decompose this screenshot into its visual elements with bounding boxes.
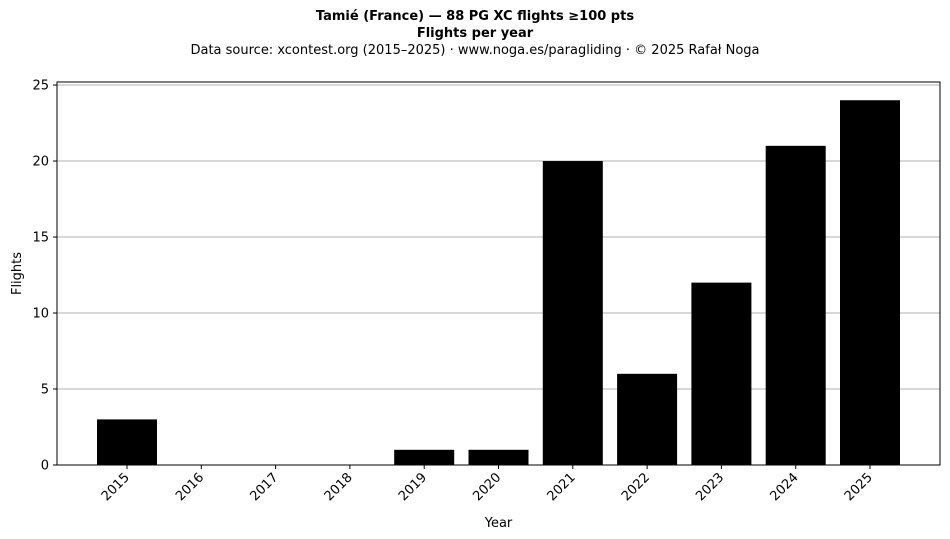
y-tick-label: 25	[32, 79, 49, 94]
x-tick-label: 2023	[693, 470, 727, 504]
chart-subtitle: Flights per year	[416, 26, 534, 41]
bar-2019	[394, 449, 455, 465]
y-axis: 0 5 10 15 20 25	[32, 79, 57, 474]
y-tick-label: 0	[41, 459, 49, 474]
x-tick-label: 2022	[619, 470, 653, 504]
bar-2024	[765, 145, 826, 466]
chart-titles: Tamié (France) — 88 PG XC flights ≥100 p…	[0, 8, 950, 60]
bar-2023	[691, 282, 752, 465]
bars	[97, 100, 900, 466]
chart-source: Data source: xcontest.org (2015–2025) · …	[190, 43, 760, 58]
y-tick-label: 15	[32, 231, 49, 246]
x-tick-label: 2019	[396, 470, 430, 504]
y-tick-label: 20	[32, 155, 49, 170]
x-tick-label: 2015	[99, 470, 133, 504]
x-tick-label: 2024	[768, 470, 802, 504]
bar-2025	[840, 100, 900, 465]
y-tick-label: 10	[32, 307, 49, 322]
x-axis: 2015 2016 2017 2018 2019 2020 2021 2022 2023 2024…	[99, 465, 876, 504]
y-tick-label: 5	[41, 383, 49, 398]
bar-2021	[542, 161, 603, 466]
x-tick-label: 2017	[247, 470, 281, 504]
bar-2020	[468, 449, 529, 465]
y-axis-label: Flights	[10, 252, 25, 295]
x-tick-label: 2021	[545, 470, 579, 504]
bar-2022	[617, 373, 678, 465]
x-axis-label: Year	[484, 516, 513, 531]
chart-title: Tamié (France) — 88 PG XC flights ≥100 p…	[315, 9, 635, 24]
x-tick-label: 2018	[322, 470, 356, 504]
x-tick-label: 2020	[470, 470, 504, 504]
x-tick-label: 2016	[173, 470, 207, 504]
x-tick-label: 2025	[842, 470, 876, 504]
bar-2015	[97, 419, 157, 465]
